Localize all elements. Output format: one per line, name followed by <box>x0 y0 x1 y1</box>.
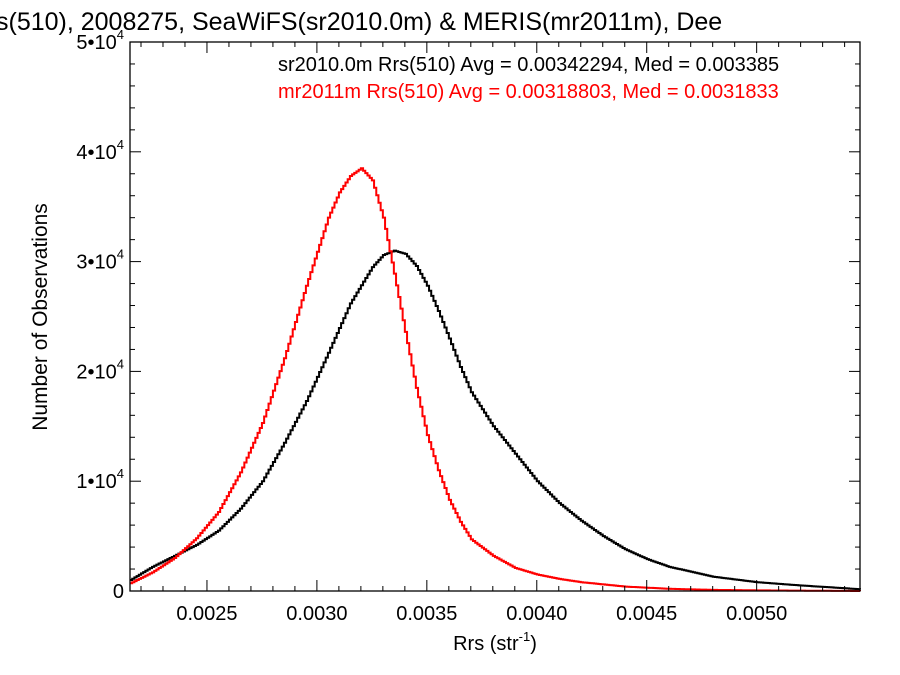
y-tick-label-base: 3•10 <box>76 252 116 274</box>
x-axis-label-superscript: -1 <box>519 629 531 644</box>
y-tick-label-exponent: 4 <box>117 356 124 371</box>
y-tick-label-base: 0 <box>113 581 124 603</box>
y-tick-label-exponent: 4 <box>117 137 124 152</box>
plot-frame <box>129 41 861 592</box>
x-tick-label: 0.0050 <box>726 603 787 625</box>
x-tick-label: 0.0035 <box>396 603 457 625</box>
y-tick-label: 1•104 <box>76 466 124 493</box>
x-tick-label: 0.0045 <box>616 603 677 625</box>
x-axis-label: Rrs (str-1) <box>453 629 537 655</box>
y-tick-label-base: 2•10 <box>76 361 116 383</box>
x-axis-label-main: Rrs (str <box>453 633 519 655</box>
y-tick-label: 0 <box>113 581 124 603</box>
y-tick-label-exponent: 4 <box>117 247 124 262</box>
x-tick-label: 0.0030 <box>286 603 347 625</box>
y-tick-label: 4•104 <box>76 137 124 164</box>
series-group <box>130 167 861 592</box>
series-line-red <box>130 167 861 592</box>
y-axis-label: Number of Observations <box>29 203 52 431</box>
y-tick-label-exponent: 4 <box>117 27 124 42</box>
chart-title: s(510), 2008275, SeaWiFS(sr2010.0m) & ME… <box>0 8 722 36</box>
y-tick-label: 5•104 <box>76 27 124 54</box>
series-line-black <box>130 249 861 591</box>
y-tick-label: 2•104 <box>76 356 124 383</box>
x-tick-label: 0.0040 <box>506 603 567 625</box>
annotation-red: mr2011m Rrs(510) Avg = 0.00318803, Med =… <box>278 81 779 103</box>
y-tick-label-base: 1•10 <box>76 471 116 493</box>
y-tick-label-exponent: 4 <box>117 466 124 481</box>
axis-ticks: 0.0025 0.0030 0.0035 0.0040 0.0045 0.0050 0 1•1… <box>76 27 860 625</box>
y-tick-label-base: 5•10 <box>76 32 116 54</box>
annotation-black: sr2010.0m Rrs(510) Avg = 0.00342294, Med… <box>278 54 779 76</box>
x-axis-label-close: ) <box>530 633 537 655</box>
x-tick-label: 0.0025 <box>176 603 237 625</box>
y-tick-label: 3•104 <box>76 247 124 274</box>
y-tick-label-base: 4•10 <box>76 142 116 164</box>
